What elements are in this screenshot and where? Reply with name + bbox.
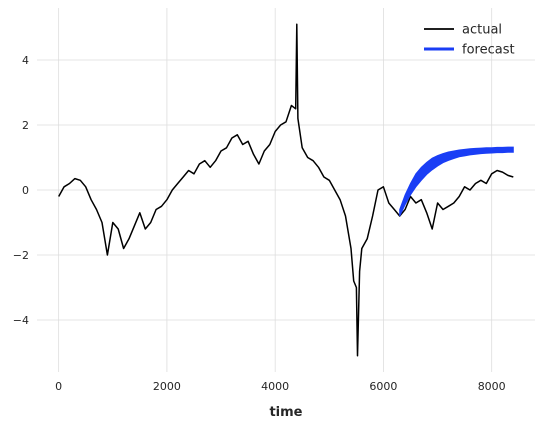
y-tick-label: 2 [22,119,29,132]
x-tick-label: 6000 [369,380,397,393]
y-tick-label: 4 [22,54,29,67]
x-tick-label: 0 [55,380,62,393]
series-actual [58,23,514,357]
legend: actual forecast [424,23,515,58]
x-tick-label: 2000 [153,380,181,393]
series-forecast [399,146,514,217]
x-tick-label: 8000 [478,380,506,393]
y-tick-label: 0 [22,184,29,197]
series-layer [58,23,514,357]
y-tick-label: −4 [13,314,29,327]
y-tick-label: −2 [13,249,29,262]
tick-labels: 0 2000 4000 6000 8000 −4 −2 0 2 4 [13,54,506,393]
x-axis-label: time [269,405,302,420]
legend-label-forecast: forecast [462,43,515,58]
legend-label-actual: actual [462,23,502,38]
grid [37,8,535,372]
x-tick-label: 4000 [261,380,289,393]
